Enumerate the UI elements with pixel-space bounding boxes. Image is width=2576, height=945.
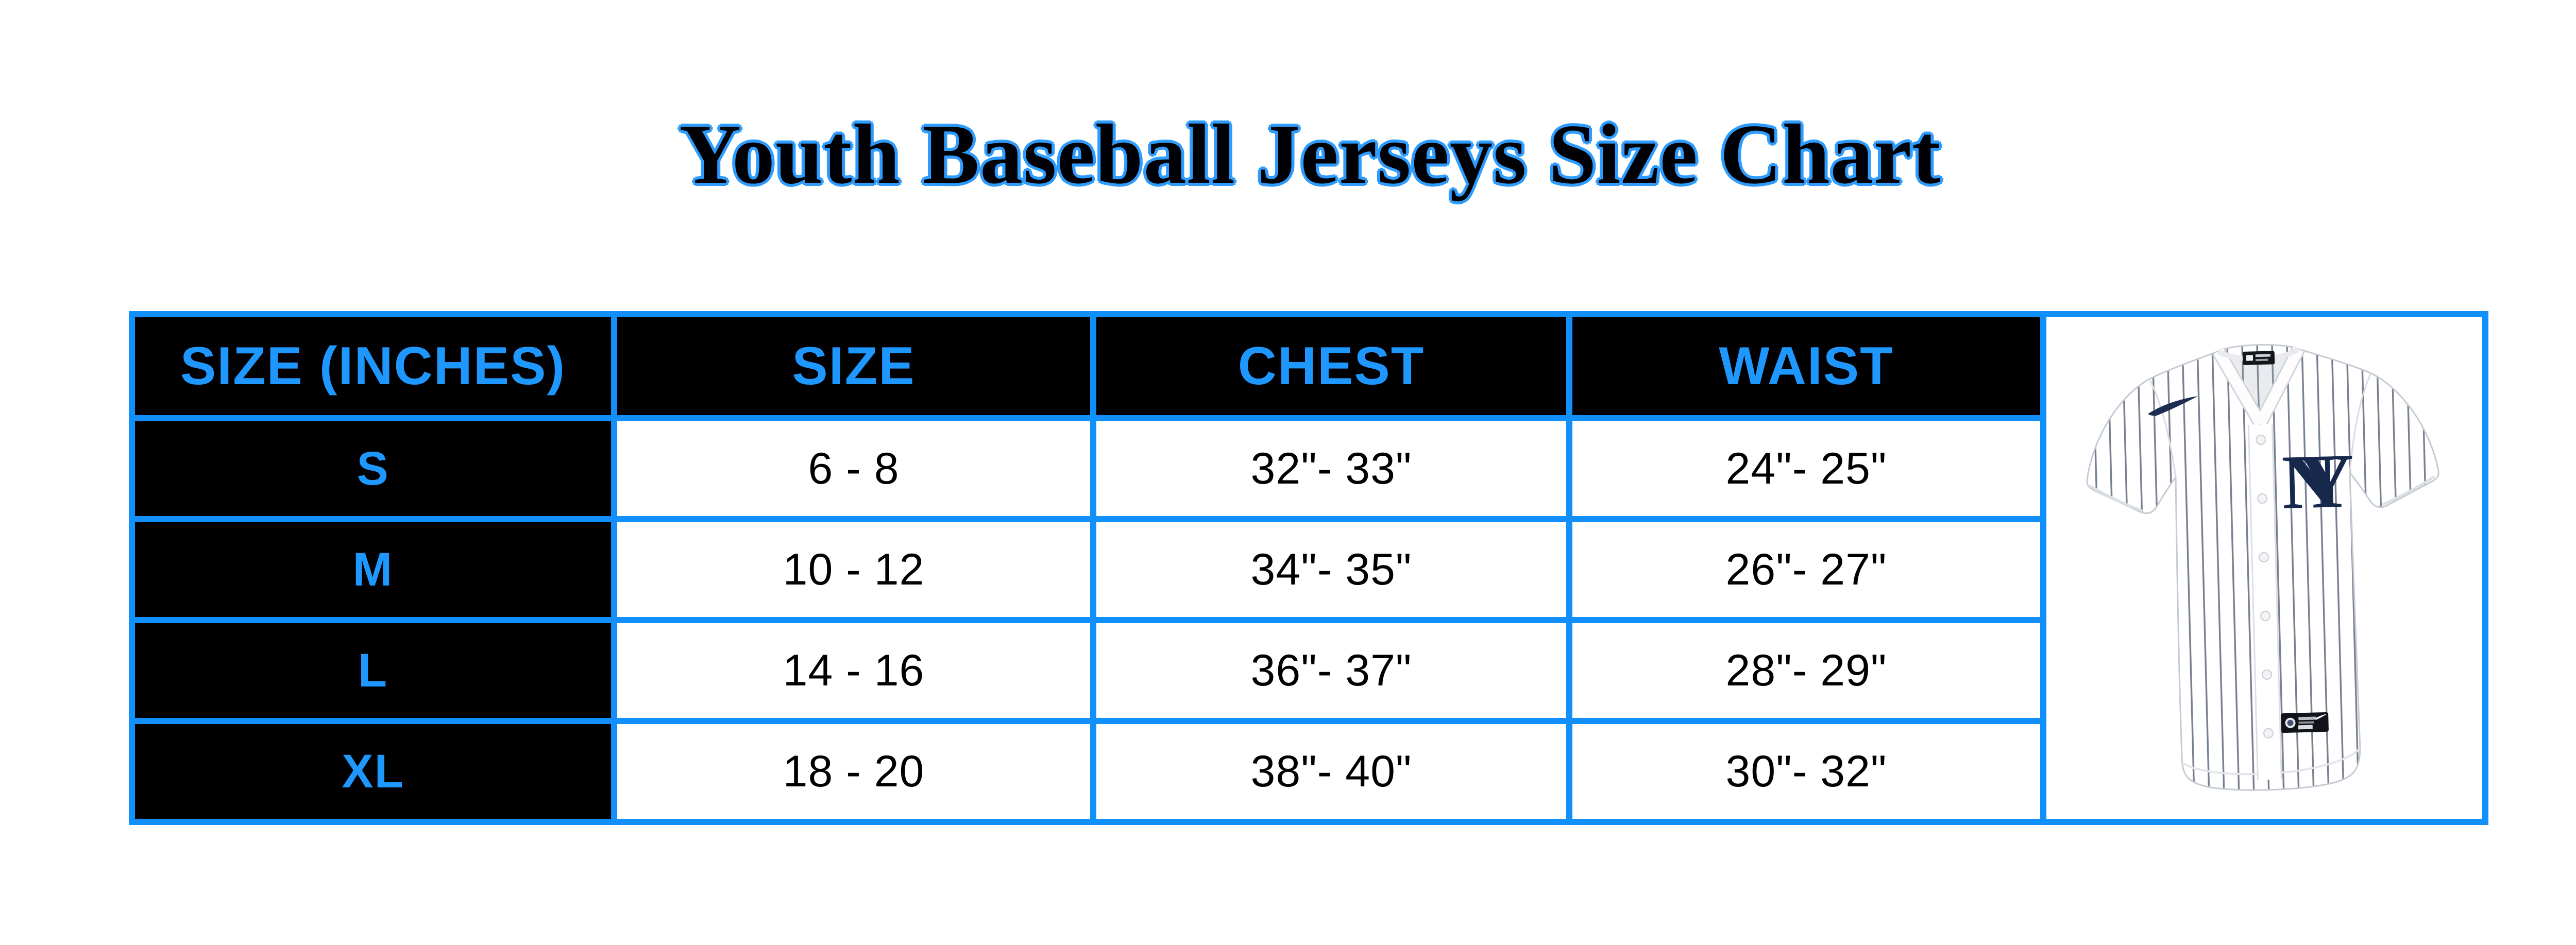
left-cuff-edge (2089, 484, 2143, 512)
size-label-cell: S (135, 421, 611, 516)
ny-logo: N Y (2281, 438, 2355, 525)
jersey-image-cell: N Y (2046, 317, 2482, 819)
svg-text:Y: Y (2297, 438, 2355, 525)
chest-cell: 34"- 35" (1096, 522, 1566, 617)
right-cuff-edge (2382, 475, 2435, 506)
column-header-size-inches: SIZE (INCHES) (135, 317, 611, 415)
page-title: Youth Baseball Jerseys Size Chart (679, 107, 1941, 201)
buttons (2256, 435, 2274, 738)
size-label-cell: M (135, 522, 611, 617)
yankees-jersey-image: N Y (2086, 344, 2439, 791)
nike-swoosh-icon (2147, 396, 2198, 416)
jock-tag-swoosh-icon (2315, 713, 2328, 720)
jock-tag (2281, 712, 2329, 733)
svg-text:N: N (2281, 438, 2339, 525)
size-chart-table: SIZE (INCHES) SIZE CHEST WAIST (129, 311, 2488, 825)
neck-tag (2242, 351, 2275, 365)
size-range-cell: 18 - 20 (617, 724, 1090, 819)
size-label-cell: XL (135, 724, 611, 819)
column-header-size: SIZE (617, 317, 1090, 415)
button-placket (2247, 424, 2282, 780)
size-range-cell: 10 - 12 (617, 522, 1090, 617)
waist-cell: 30"- 32" (1572, 724, 2040, 819)
waist-cell: 24"- 25" (1572, 421, 2040, 516)
chest-cell: 36"- 37" (1096, 623, 1566, 718)
chest-cell: 32"- 33" (1096, 421, 1566, 516)
left-sleeve-seam (2148, 379, 2177, 477)
column-header-chest: CHEST (1096, 317, 1566, 415)
size-range-cell: 6 - 8 (617, 421, 1090, 516)
collar-band-right (2255, 347, 2303, 426)
column-header-waist: WAIST (1572, 317, 2040, 415)
size-label-cell: L (135, 623, 611, 718)
waist-cell: 28"- 29" (1572, 623, 2040, 718)
waist-cell: 26"- 27" (1572, 522, 2040, 617)
chest-cell: 38"- 40" (1096, 724, 1566, 819)
size-range-cell: 14 - 16 (617, 623, 1090, 718)
neck-opening (2218, 349, 2299, 424)
collar-band-left (2213, 348, 2265, 426)
right-sleeve-seam (2349, 372, 2372, 473)
